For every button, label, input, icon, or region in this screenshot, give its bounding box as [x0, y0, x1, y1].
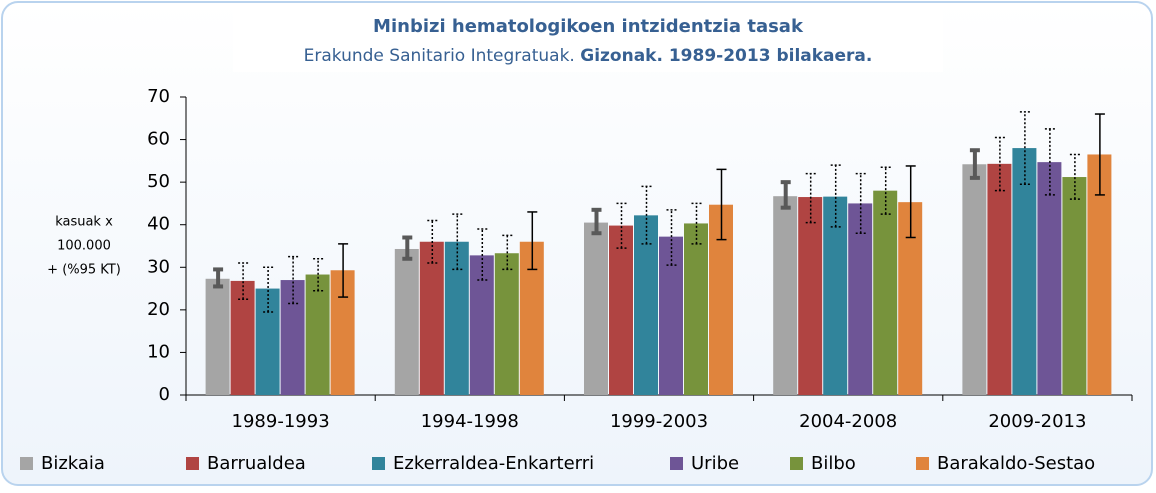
- chart-title: Minbizi hematologikoen intzidentzia tasa…: [373, 16, 804, 37]
- error-bar: [1044, 128, 1055, 196]
- bar: [684, 223, 708, 395]
- y-tick-label: 50: [147, 171, 170, 192]
- x-tick-label: 2009-2013: [988, 411, 1086, 432]
- error-bar: [830, 164, 841, 228]
- legend-label: Bizkaia: [41, 453, 105, 474]
- bar: [205, 278, 230, 395]
- x-tick-label: 1994-1998: [421, 411, 519, 432]
- error-bar: [338, 243, 349, 298]
- legend-swatch: [186, 457, 199, 470]
- y-tick-label: 0: [159, 384, 170, 405]
- subtitle-part: Erakunde Sanitario Integratuak.: [304, 46, 575, 66]
- legend-swatch: [790, 457, 803, 470]
- legend-swatch: [670, 457, 683, 470]
- error-bar: [1069, 153, 1080, 200]
- bar: [305, 274, 330, 395]
- bar: [873, 190, 898, 395]
- error-bar: [427, 219, 438, 264]
- legend-label: Ezkerraldea-Enkarterri: [393, 453, 594, 474]
- error-bar: [527, 211, 538, 271]
- y-axis-label: kasuak x: [55, 215, 113, 230]
- bar: [419, 241, 444, 395]
- bar: [469, 255, 494, 395]
- error-bar: [994, 136, 1005, 192]
- x-tick-label: 2004-2008: [799, 411, 897, 432]
- legend-swatch: [20, 457, 33, 470]
- x-tick-label: 1999-2003: [610, 411, 708, 432]
- error-bar: [691, 202, 702, 245]
- bar: [962, 164, 987, 395]
- error-bar: [288, 255, 299, 305]
- y-tick-label: 30: [147, 256, 170, 277]
- title-box: [233, 10, 943, 72]
- bar: [255, 288, 280, 395]
- bar: [798, 197, 823, 395]
- y-tick-label: 20: [147, 299, 170, 320]
- bar: [584, 222, 608, 395]
- error-bar: [1019, 111, 1030, 186]
- bar: [634, 215, 658, 395]
- legend-label: Barrualdea: [207, 453, 306, 474]
- legend-label: Bilbo: [811, 453, 856, 474]
- error-bar: [666, 209, 677, 266]
- error-bar: [905, 165, 916, 239]
- bar: [494, 253, 519, 395]
- legend-label: Uribe: [691, 453, 739, 474]
- y-tick-label: 40: [147, 214, 170, 235]
- y-axis-label: + (%95 KT): [47, 263, 121, 278]
- bar: [823, 196, 848, 395]
- error-bar: [880, 166, 891, 215]
- error-bar: [780, 180, 791, 210]
- legend-swatch: [916, 457, 929, 470]
- y-tick-label: 60: [147, 129, 170, 150]
- bar: [1062, 177, 1087, 395]
- bar: [609, 225, 633, 395]
- error-bar: [213, 267, 224, 289]
- error-bar: [969, 148, 980, 180]
- bar: [444, 241, 469, 395]
- error-bar: [452, 213, 463, 271]
- chart-subtitle: Erakunde Sanitario Integratuak. Gizonak.…: [304, 46, 873, 66]
- error-bar: [805, 172, 816, 224]
- legend-label: Barakaldo-Sestao: [937, 453, 1095, 474]
- error-bar: [477, 228, 488, 281]
- error-bar: [716, 168, 727, 241]
- error-bar: [591, 207, 602, 236]
- bar: [773, 196, 798, 395]
- y-tick-label: 10: [147, 341, 170, 362]
- error-bar: [641, 185, 652, 245]
- legend-swatch: [372, 457, 385, 470]
- bar: [1012, 148, 1037, 395]
- x-tick-label: 1989-1993: [232, 411, 330, 432]
- bar: [394, 248, 419, 395]
- error-bar: [1094, 113, 1105, 196]
- error-bar: [855, 172, 866, 234]
- error-bar: [402, 235, 413, 261]
- bar: [659, 236, 683, 395]
- subtitle-part: Gizonak. 1989-2013 bilakaera.: [580, 46, 872, 66]
- error-bar: [238, 262, 249, 300]
- error-bar: [616, 202, 627, 249]
- error-bar: [502, 234, 513, 271]
- bar: [848, 203, 873, 395]
- error-bar: [313, 258, 324, 292]
- bar: [987, 163, 1012, 395]
- y-tick-label: 70: [147, 86, 170, 107]
- y-axis-label: 100.000: [57, 239, 111, 254]
- bar: [280, 280, 305, 395]
- error-bar: [263, 266, 274, 313]
- bar: [1037, 162, 1062, 395]
